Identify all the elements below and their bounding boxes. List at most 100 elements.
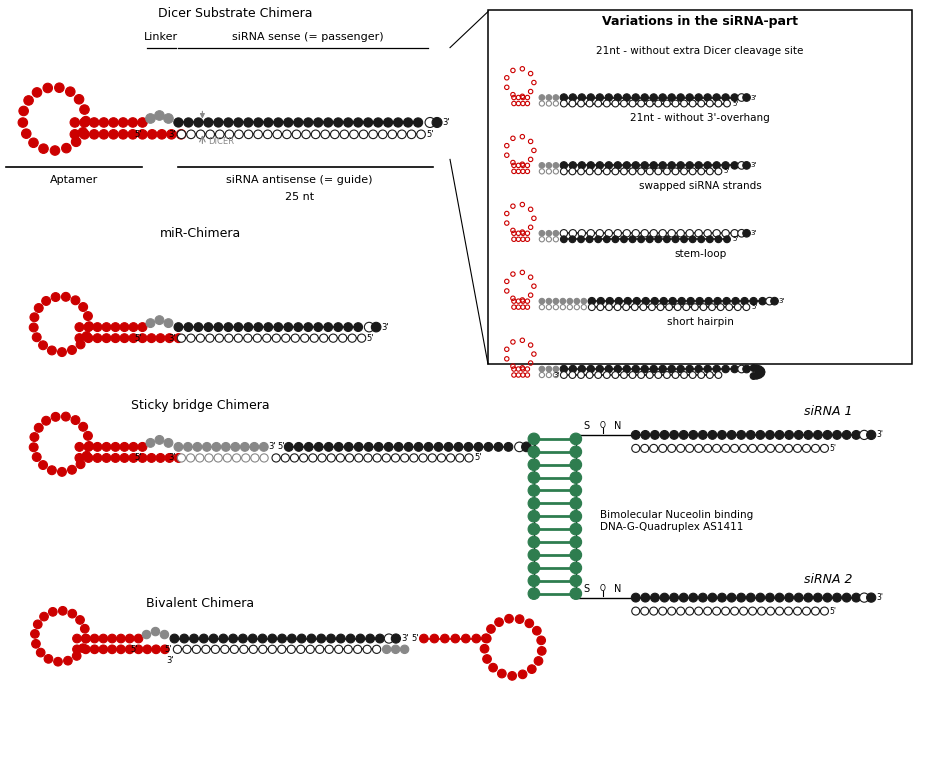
Circle shape [578, 94, 585, 102]
Circle shape [249, 645, 257, 654]
Circle shape [696, 298, 704, 305]
Circle shape [206, 334, 214, 342]
Circle shape [223, 454, 232, 462]
Circle shape [258, 645, 267, 654]
Circle shape [604, 168, 610, 175]
Circle shape [539, 95, 544, 100]
Circle shape [715, 168, 721, 175]
Circle shape [29, 138, 38, 148]
Circle shape [753, 372, 760, 379]
Text: 5': 5' [134, 454, 142, 462]
Circle shape [314, 323, 322, 331]
Circle shape [80, 118, 89, 127]
Circle shape [722, 161, 730, 169]
Circle shape [419, 454, 427, 462]
Circle shape [204, 118, 213, 127]
Text: 5': 5' [751, 305, 757, 310]
Circle shape [278, 634, 286, 643]
Circle shape [39, 341, 47, 350]
Circle shape [119, 118, 128, 127]
Circle shape [623, 365, 631, 373]
Circle shape [698, 236, 705, 243]
Circle shape [364, 442, 373, 451]
Circle shape [646, 371, 653, 378]
Circle shape [804, 593, 813, 602]
Circle shape [614, 230, 621, 237]
Circle shape [686, 230, 694, 237]
Circle shape [641, 230, 648, 237]
Circle shape [740, 607, 747, 615]
Circle shape [39, 461, 47, 469]
Circle shape [323, 118, 332, 127]
Circle shape [794, 607, 802, 615]
Circle shape [659, 161, 667, 169]
Circle shape [612, 236, 619, 243]
Circle shape [482, 634, 490, 643]
Circle shape [441, 634, 449, 643]
Circle shape [336, 454, 344, 462]
Circle shape [51, 412, 60, 421]
Circle shape [90, 634, 99, 643]
Text: 3': 3' [168, 334, 175, 343]
Circle shape [620, 371, 627, 378]
Circle shape [758, 368, 765, 375]
Circle shape [64, 657, 72, 665]
Circle shape [364, 454, 372, 462]
Circle shape [539, 372, 544, 378]
Circle shape [713, 365, 720, 373]
Circle shape [444, 442, 453, 451]
Circle shape [84, 442, 93, 451]
Circle shape [214, 323, 223, 331]
Circle shape [165, 334, 174, 342]
Circle shape [84, 454, 93, 462]
Circle shape [852, 593, 860, 602]
Circle shape [718, 431, 726, 439]
Circle shape [668, 230, 675, 237]
Circle shape [32, 88, 42, 97]
Circle shape [334, 442, 343, 451]
Circle shape [681, 100, 687, 107]
Circle shape [68, 609, 77, 618]
Circle shape [44, 654, 53, 663]
Circle shape [757, 444, 766, 452]
Circle shape [283, 118, 293, 127]
Circle shape [570, 472, 582, 484]
Circle shape [718, 593, 726, 602]
Circle shape [93, 334, 102, 342]
Circle shape [404, 118, 413, 127]
Circle shape [348, 334, 357, 342]
Circle shape [373, 118, 382, 127]
Circle shape [481, 644, 489, 653]
Circle shape [129, 334, 138, 342]
Circle shape [698, 168, 705, 175]
Circle shape [867, 431, 876, 440]
Circle shape [694, 365, 702, 373]
Circle shape [234, 130, 244, 138]
Circle shape [546, 305, 552, 310]
Circle shape [32, 333, 41, 341]
Circle shape [30, 323, 38, 332]
Circle shape [689, 100, 696, 107]
Circle shape [216, 130, 224, 138]
Circle shape [681, 168, 687, 175]
Circle shape [117, 634, 125, 643]
Circle shape [528, 524, 540, 535]
Circle shape [224, 118, 233, 127]
Circle shape [741, 298, 748, 305]
Circle shape [178, 454, 185, 462]
Text: 3': 3' [168, 130, 175, 139]
Circle shape [259, 442, 269, 451]
Circle shape [47, 466, 56, 474]
Circle shape [586, 168, 593, 175]
Circle shape [859, 593, 869, 602]
Circle shape [324, 323, 332, 331]
Circle shape [515, 614, 524, 624]
Circle shape [668, 161, 675, 169]
Circle shape [34, 424, 44, 432]
Circle shape [224, 323, 232, 331]
Circle shape [34, 304, 44, 312]
Circle shape [746, 593, 756, 602]
Circle shape [546, 101, 552, 106]
Circle shape [570, 575, 582, 587]
Circle shape [155, 435, 164, 444]
